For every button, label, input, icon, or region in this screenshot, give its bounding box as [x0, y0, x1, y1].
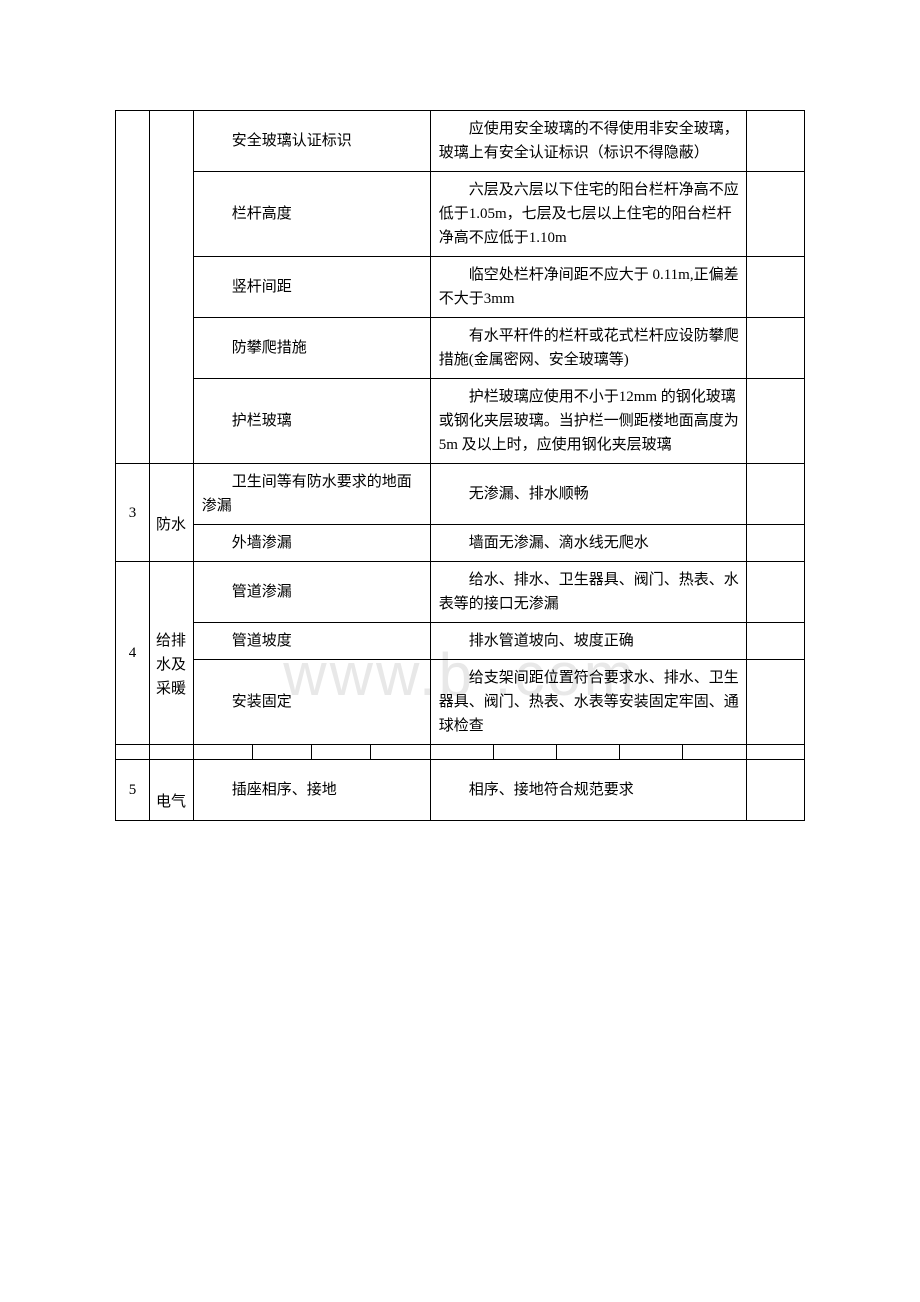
row-description: 六层及六层以下住宅的阳台栏杆净高不应低于1.05m，七层及七层以上住宅的阳台栏杆… — [430, 172, 746, 257]
table-row: 栏杆高度 六层及六层以下住宅的阳台栏杆净高不应低于1.05m，七层及七层以上住宅… — [116, 172, 805, 257]
row-category — [150, 111, 194, 464]
table-row: 4 给排水及采暖 管道渗漏 给水、排水、卫生器具、阀门、热表、水表等的接口无渗漏 — [116, 562, 805, 623]
row-description: 给支架间距位置符合要求水、排水、卫生器具、阀门、热表、水表等安装固定牢固、通球检… — [430, 660, 746, 745]
row-extra — [746, 660, 804, 745]
table-row: 外墙渗漏 墙面无渗漏、滴水线无爬水 — [116, 525, 805, 562]
row-item: 防攀爬措施 — [193, 318, 430, 379]
row-extra — [746, 172, 804, 257]
spacer-row — [116, 745, 805, 760]
row-description: 应使用安全玻璃的不得使用非安全玻璃，玻璃上有安全认证标识（标识不得隐蔽） — [430, 111, 746, 172]
row-number: 3 — [116, 464, 150, 562]
row-number: 5 — [116, 760, 150, 821]
table-row: 安装固定 给支架间距位置符合要求水、排水、卫生器具、阀门、热表、水表等安装固定牢… — [116, 660, 805, 745]
spacer-cell — [150, 745, 194, 760]
row-category: 给排水及采暖 — [150, 562, 194, 745]
row-item: 外墙渗漏 — [193, 525, 430, 562]
spacer-inner-table — [431, 745, 746, 759]
spacer-inner-table — [194, 745, 430, 759]
row-item: 插座相序、接地 — [193, 760, 430, 821]
row-extra — [746, 623, 804, 660]
spacer-cell — [746, 745, 804, 760]
row-item: 护栏玻璃 — [193, 379, 430, 464]
row-description: 无渗漏、排水顺畅 — [430, 464, 746, 525]
row-item: 安全玻璃认证标识 — [193, 111, 430, 172]
row-extra — [746, 318, 804, 379]
row-item: 卫生间等有防水要求的地面渗漏 — [193, 464, 430, 525]
spacer-cell — [116, 745, 150, 760]
table-row: 管道坡度 排水管道坡向、坡度正确 — [116, 623, 805, 660]
row-item: 竖杆间距 — [193, 257, 430, 318]
row-extra — [746, 379, 804, 464]
row-description: 墙面无渗漏、滴水线无爬水 — [430, 525, 746, 562]
row-category: 防水 — [150, 464, 194, 562]
inspection-table: 安全玻璃认证标识 应使用安全玻璃的不得使用非安全玻璃，玻璃上有安全认证标识（标识… — [115, 110, 805, 821]
table-row: 竖杆间距 临空处栏杆净间距不应大于 0.11m,正偏差不大于3mm — [116, 257, 805, 318]
row-item: 管道渗漏 — [193, 562, 430, 623]
row-extra — [746, 525, 804, 562]
row-description: 临空处栏杆净间距不应大于 0.11m,正偏差不大于3mm — [430, 257, 746, 318]
row-category: 电气 — [150, 760, 194, 821]
row-description: 给水、排水、卫生器具、阀门、热表、水表等的接口无渗漏 — [430, 562, 746, 623]
table-row: 安全玻璃认证标识 应使用安全玻璃的不得使用非安全玻璃，玻璃上有安全认证标识（标识… — [116, 111, 805, 172]
row-number — [116, 111, 150, 464]
table-row: 护栏玻璃 护栏玻璃应使用不小于12mm 的钢化玻璃或钢化夹层玻璃。当护栏一侧距楼… — [116, 379, 805, 464]
row-extra — [746, 257, 804, 318]
row-description: 排水管道坡向、坡度正确 — [430, 623, 746, 660]
row-description: 有水平杆件的栏杆或花式栏杆应设防攀爬措施(金属密网、安全玻璃等) — [430, 318, 746, 379]
row-item: 栏杆高度 — [193, 172, 430, 257]
spacer-cell — [193, 745, 430, 760]
row-number: 4 — [116, 562, 150, 745]
table-row: 防攀爬措施 有水平杆件的栏杆或花式栏杆应设防攀爬措施(金属密网、安全玻璃等) — [116, 318, 805, 379]
row-extra — [746, 111, 804, 172]
table-container: 安全玻璃认证标识 应使用安全玻璃的不得使用非安全玻璃，玻璃上有安全认证标识（标识… — [115, 110, 805, 821]
row-description: 相序、接地符合规范要求 — [430, 760, 746, 821]
table-row: 5 电气 插座相序、接地 相序、接地符合规范要求 — [116, 760, 805, 821]
row-extra — [746, 760, 804, 821]
row-description: 护栏玻璃应使用不小于12mm 的钢化玻璃或钢化夹层玻璃。当护栏一侧距楼地面高度为… — [430, 379, 746, 464]
row-item: 管道坡度 — [193, 623, 430, 660]
spacer-cell — [430, 745, 746, 760]
table-row: 3 防水 卫生间等有防水要求的地面渗漏 无渗漏、排水顺畅 — [116, 464, 805, 525]
row-extra — [746, 464, 804, 525]
row-extra — [746, 562, 804, 623]
row-item: 安装固定 — [193, 660, 430, 745]
